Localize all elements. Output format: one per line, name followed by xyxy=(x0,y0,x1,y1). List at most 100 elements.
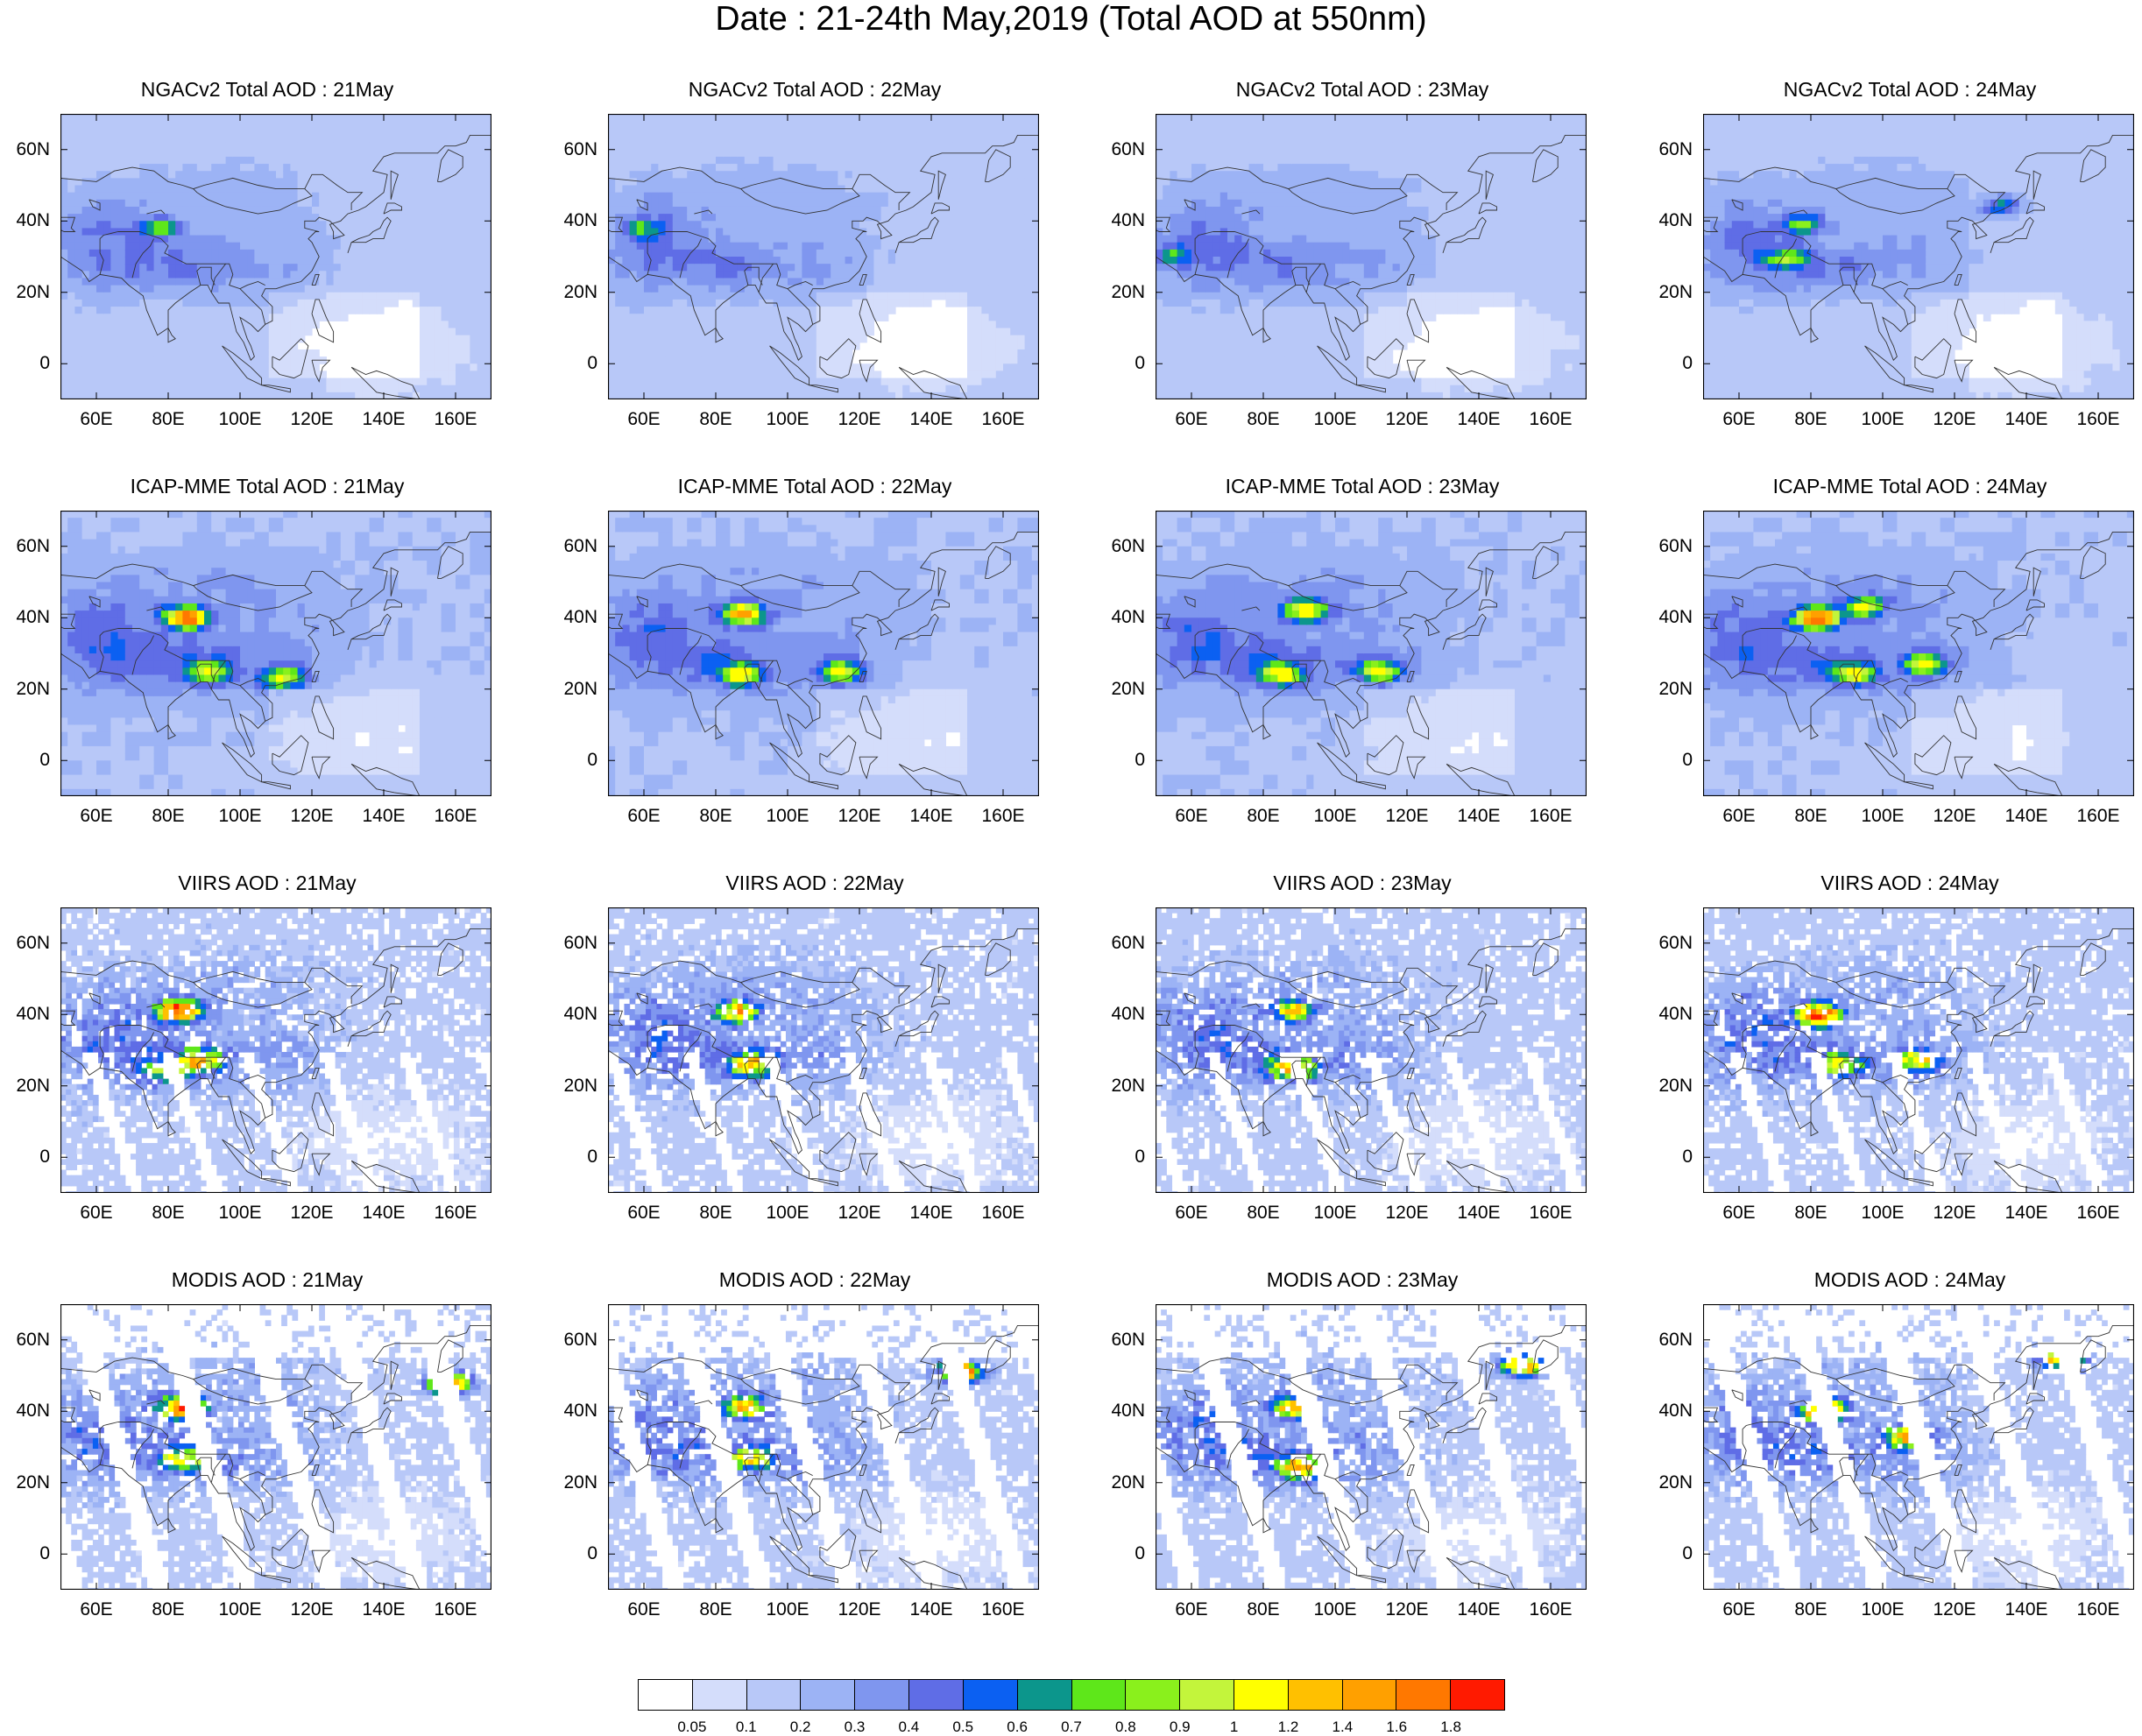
lat-tick-label: 40N xyxy=(0,1401,50,1422)
lat-tick-label: 0 xyxy=(545,353,597,374)
lon-tick-label: 140E xyxy=(349,1598,419,1621)
map-area xyxy=(1156,114,1587,399)
aod-map-svg xyxy=(608,907,1039,1193)
lon-tick-label: 80E xyxy=(133,805,203,828)
lon-tick-label: 140E xyxy=(1991,1202,2061,1224)
aod-field xyxy=(60,1304,491,1590)
colorbar-label: 1.6 xyxy=(1370,1718,1423,1736)
lat-tick-label: 40N xyxy=(1640,210,1693,231)
colorbar-label: 1 xyxy=(1208,1718,1261,1736)
lon-tick-label: 120E xyxy=(277,1202,347,1224)
aod-field xyxy=(1156,907,1587,1193)
aod-field xyxy=(608,511,1039,796)
lon-tick-label: 60E xyxy=(1156,805,1227,828)
lon-tick-label: 60E xyxy=(609,1598,679,1621)
lat-tick-label: 20N xyxy=(0,1472,50,1493)
lat-tick-label: 40N xyxy=(545,1004,597,1025)
colorbar-swatch xyxy=(1126,1680,1180,1710)
lat-tick-label: 40N xyxy=(1092,1401,1145,1422)
panel-title: MODIS AOD : 21May xyxy=(13,1266,521,1294)
map-area xyxy=(1703,1304,2134,1590)
aod-field xyxy=(608,907,1039,1193)
lat-tick-label: 0 xyxy=(1092,750,1145,771)
colorbar-swatch xyxy=(639,1680,693,1710)
lat-tick-label: 40N xyxy=(545,607,597,628)
lat-tick-label: 0 xyxy=(1092,1147,1145,1168)
lon-tick-label: 80E xyxy=(1228,1202,1298,1224)
lon-tick-label: 160E xyxy=(421,408,491,431)
aod-map-svg xyxy=(1156,907,1587,1193)
aod-map-svg xyxy=(1156,114,1587,399)
colorbar-label: 0.05 xyxy=(666,1718,718,1736)
lat-tick-label: 40N xyxy=(1092,607,1145,628)
map-area xyxy=(608,114,1039,399)
map-area xyxy=(1703,511,2134,796)
colorbar-label: 0.1 xyxy=(720,1718,773,1736)
map-area xyxy=(60,907,491,1193)
map-area xyxy=(1703,114,2134,399)
lon-tick-label: 140E xyxy=(896,805,966,828)
lat-tick-label: 40N xyxy=(1640,1004,1693,1025)
lon-tick-label: 140E xyxy=(1444,408,1514,431)
colorbar-swatch xyxy=(1018,1680,1072,1710)
lon-tick-label: 100E xyxy=(1848,805,1918,828)
lon-tick-label: 80E xyxy=(681,805,751,828)
lat-tick-label: 0 xyxy=(1640,1543,1693,1564)
lat-tick-label: 0 xyxy=(545,1543,597,1564)
lon-tick-label: 120E xyxy=(824,805,894,828)
lon-tick-label: 160E xyxy=(968,408,1038,431)
lon-tick-label: 120E xyxy=(277,805,347,828)
aod-map-svg xyxy=(608,1304,1039,1590)
lon-tick-label: 160E xyxy=(2063,408,2133,431)
lat-tick-label: 0 xyxy=(1640,1147,1693,1168)
lat-tick-label: 60N xyxy=(0,139,50,160)
lon-tick-label: 80E xyxy=(1776,408,1846,431)
aod-map-svg xyxy=(1703,907,2134,1193)
colorbar-swatch xyxy=(855,1680,909,1710)
aod-field xyxy=(608,114,1039,399)
lon-tick-label: 140E xyxy=(349,805,419,828)
lon-tick-label: 100E xyxy=(205,408,275,431)
lon-tick-label: 140E xyxy=(349,1202,419,1224)
panel-title: NGACv2 Total AOD : 21May xyxy=(13,75,521,103)
lon-tick-label: 140E xyxy=(1444,1202,1514,1224)
lon-tick-label: 160E xyxy=(1516,1202,1586,1224)
lat-tick-label: 20N xyxy=(0,1076,50,1097)
lon-tick-label: 60E xyxy=(1704,805,1774,828)
lat-tick-label: 40N xyxy=(545,210,597,231)
colorbar-label: 0.6 xyxy=(991,1718,1043,1736)
colorbar xyxy=(638,1679,1505,1714)
colorbar-boxes xyxy=(638,1679,1505,1711)
lon-tick-label: 120E xyxy=(1372,408,1442,431)
lon-tick-label: 100E xyxy=(205,1598,275,1621)
lon-tick-label: 80E xyxy=(133,1202,203,1224)
lon-tick-label: 140E xyxy=(1991,408,2061,431)
lon-tick-label: 160E xyxy=(1516,1598,1586,1621)
lon-tick-label: 160E xyxy=(1516,805,1586,828)
lat-tick-label: 60N xyxy=(1640,933,1693,954)
lat-tick-label: 20N xyxy=(1092,679,1145,700)
lon-tick-label: 140E xyxy=(896,1598,966,1621)
panel-title: VIIRS AOD : 24May xyxy=(1656,869,2142,897)
lon-tick-label: 60E xyxy=(609,1202,679,1224)
lon-tick-label: 120E xyxy=(277,408,347,431)
lon-tick-label: 80E xyxy=(1776,1202,1846,1224)
lat-tick-label: 60N xyxy=(0,536,50,557)
lat-tick-label: 40N xyxy=(1092,210,1145,231)
panel-title: MODIS AOD : 23May xyxy=(1108,1266,1616,1294)
lon-tick-label: 60E xyxy=(609,408,679,431)
map-area xyxy=(60,114,491,399)
lon-tick-label: 140E xyxy=(349,408,419,431)
lon-tick-label: 160E xyxy=(421,805,491,828)
lat-tick-label: 60N xyxy=(0,1330,50,1351)
lat-tick-label: 60N xyxy=(1092,536,1145,557)
lon-tick-label: 60E xyxy=(1704,1202,1774,1224)
aod-map-svg xyxy=(60,1304,491,1590)
map-area xyxy=(608,511,1039,796)
lon-tick-label: 120E xyxy=(1919,408,1990,431)
lon-tick-label: 160E xyxy=(968,805,1038,828)
colorbar-swatch xyxy=(1289,1680,1343,1710)
